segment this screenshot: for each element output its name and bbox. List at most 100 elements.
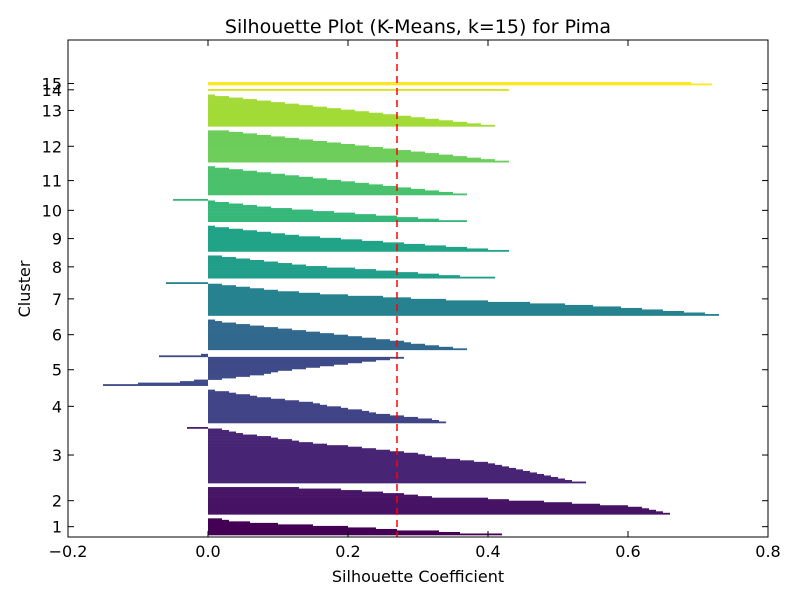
silhouette-bar-cluster-5: [208, 356, 404, 359]
silhouette-bar-cluster-8: [208, 272, 418, 274]
silhouette-bar-cluster-5: [201, 353, 208, 356]
silhouette-bar-cluster-9: [208, 240, 383, 243]
silhouette-bar-cluster-3: [187, 426, 208, 429]
silhouette-bar-cluster-6: [208, 339, 390, 342]
silhouette-bar-cluster-3: [208, 478, 565, 481]
y-tick-label: 6: [52, 326, 62, 345]
silhouette-bar-cluster-8: [208, 266, 327, 268]
silhouette-bar-cluster-10: [208, 206, 271, 209]
silhouette-bar-cluster-13: [208, 123, 481, 126]
silhouette-bar-cluster-12: [208, 145, 369, 148]
silhouette-bar-cluster-10: [208, 212, 355, 215]
silhouette-bar-cluster-13: [208, 97, 243, 100]
silhouette-bar-cluster-9: [208, 230, 257, 233]
silhouette-bar-cluster-3: [208, 433, 243, 435]
silhouette-bar-cluster-3: [208, 446, 362, 449]
silhouette-bar-cluster-11: [208, 176, 313, 179]
silhouette-bar-cluster-13: [208, 121, 467, 124]
silhouette-bar-cluster-6: [208, 348, 467, 351]
silhouette-bar-cluster-7: [208, 295, 383, 298]
silhouette-bar-cluster-9: [208, 227, 229, 230]
silhouette-bar-cluster-13: [208, 111, 369, 114]
silhouette-bar-cluster-11: [208, 187, 411, 190]
silhouette-bar-cluster-1: [208, 524, 313, 527]
silhouette-bar-cluster-5: [208, 378, 222, 380]
silhouette-bar-cluster-6: [208, 324, 250, 326]
silhouette-bar-cluster-7: [208, 294, 348, 297]
silhouette-bar-cluster-10: [208, 200, 215, 203]
silhouette-bar-cluster-2: [208, 488, 341, 491]
silhouette-bar-cluster-4: [208, 407, 348, 410]
silhouette-bar-cluster-13: [208, 99, 257, 101]
silhouette-bar-cluster-9: [208, 236, 320, 239]
silhouette-bar-cluster-7: [208, 310, 684, 313]
silhouette-bar-cluster-2: [208, 499, 509, 501]
silhouette-bar-cluster-1: [208, 530, 439, 533]
silhouette-bar-cluster-7: [208, 288, 264, 291]
silhouette-bar-cluster-7: [208, 291, 299, 294]
y-tick-label: 4: [52, 397, 62, 416]
silhouette-bar-cluster-13: [208, 105, 313, 107]
silhouette-bar-cluster-13: [208, 120, 453, 123]
silhouette-bar-cluster-4: [208, 412, 376, 415]
silhouette-bar-cluster-5: [208, 364, 334, 367]
silhouette-bar-cluster-7: [208, 298, 446, 301]
silhouette-bar-cluster-1: [208, 519, 229, 522]
silhouette-bar-cluster-1: [208, 525, 348, 528]
silhouette-bar-cluster-3: [208, 455, 432, 458]
silhouette-bar-cluster-5: [159, 355, 208, 358]
y-tick-label: 7: [52, 290, 62, 309]
silhouette-bar-cluster-7: [208, 307, 642, 310]
silhouette-bar-cluster-3: [208, 461, 488, 464]
silhouette-bar-cluster-3: [208, 448, 376, 451]
silhouette-bar-cluster-10: [208, 215, 397, 218]
silhouette-bar-cluster-3: [208, 469, 523, 472]
y-tick-label: 8: [52, 258, 62, 277]
silhouette-bar-cluster-4: [208, 419, 439, 422]
silhouette-bar-cluster-11: [208, 181, 355, 184]
silhouette-bar-cluster-2: [208, 503, 600, 506]
y-tick-label: 5: [52, 361, 62, 380]
silhouette-bar-cluster-2: [208, 497, 488, 500]
silhouette-bar-cluster-8: [208, 276, 495, 279]
silhouette-bar-cluster-5: [208, 359, 376, 362]
silhouette-bar-cluster-5: [208, 375, 250, 377]
silhouette-bar-cluster-6: [208, 345, 439, 348]
silhouette-bar-cluster-6: [208, 319, 215, 322]
silhouette-bar-cluster-3: [208, 434, 257, 437]
silhouette-bar-cluster-4: [208, 394, 250, 397]
silhouette-bar-cluster-9: [208, 237, 341, 240]
silhouette-bar-cluster-3: [208, 475, 551, 478]
silhouette-bar-cluster-3: [208, 440, 299, 443]
silhouette-bar-cluster-10: [208, 203, 243, 206]
silhouette-bar-cluster-10: [208, 217, 418, 219]
silhouette-bar-cluster-11: [208, 191, 453, 194]
y-tick-label: 13: [42, 101, 62, 120]
silhouette-bar-cluster-7: [208, 286, 250, 289]
silhouette-bar-cluster-3: [208, 481, 586, 484]
x-tick-label: 0.4: [475, 542, 500, 561]
silhouette-bar-cluster-7: [208, 289, 278, 292]
y-tick-label: 2: [52, 492, 62, 511]
silhouette-bar-cluster-1: [208, 521, 250, 524]
silhouette-bar-cluster-4: [208, 404, 327, 407]
silhouette-bar-cluster-12: [208, 159, 495, 161]
silhouette-bar-cluster-9: [208, 225, 215, 228]
silhouette-bar-cluster-1: [208, 528, 397, 531]
silhouette-bar-cluster-10: [208, 208, 292, 210]
silhouette-bar-cluster-6: [208, 334, 348, 337]
silhouette-bar-cluster-5: [180, 381, 208, 383]
silhouette-bar-cluster-5: [138, 382, 208, 385]
silhouette-bar-cluster-2: [208, 512, 670, 515]
silhouette-bar-cluster-8: [208, 258, 250, 261]
silhouette-bar-cluster-3: [208, 466, 509, 469]
y-tick-label: 12: [42, 137, 62, 156]
silhouette-bar-cluster-7: [208, 285, 236, 288]
silhouette-bar-cluster-12: [208, 140, 327, 143]
silhouette-bar-cluster-12: [208, 137, 299, 140]
silhouette-bar-cluster-3: [208, 457, 446, 460]
y-tick-label: 11: [42, 172, 62, 191]
silhouette-bar-cluster-4: [208, 401, 313, 404]
silhouette-bar-cluster-13: [208, 102, 285, 104]
